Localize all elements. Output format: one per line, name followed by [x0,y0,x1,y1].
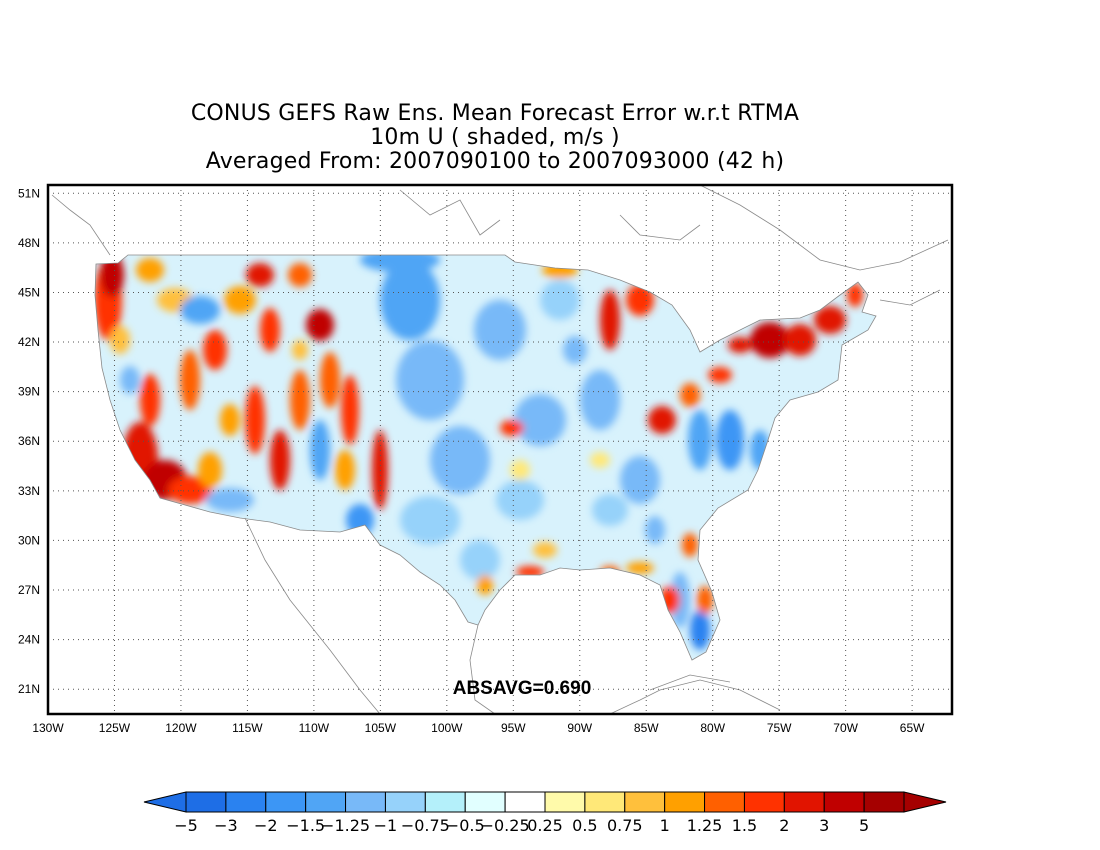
plot-frame [46,183,954,716]
lat-tick-label: 39N [18,385,40,399]
colorbar-label: 0.25 [527,816,563,835]
colorbar-label: −0.75 [401,816,450,835]
colorbar-label: 1 [660,816,670,835]
colorbar-box [743,791,785,813]
lat-tick-label: 51N [18,186,40,200]
colorbar-label: −3 [214,816,238,835]
colorbar-box [624,791,666,813]
lon-tick-label: 95W [501,721,526,735]
lat-tick-label: 42N [18,335,40,349]
lon-tick-label: 115W [232,721,263,735]
lon-tick-label: 65W [900,721,925,735]
lon-tick-label: 75W [767,721,792,735]
absavg-label: ABSAVG=0.690 [453,678,592,699]
colorbar-box [823,791,865,813]
colorbar-label: −1.5 [286,816,325,835]
title-line-2: 10m U ( shaded, m/s ) [370,125,620,150]
colorbar-label: −0.5 [446,816,485,835]
coastlines [51,185,949,714]
colorbar-label: 1.25 [687,816,723,835]
lat-tick-label: 36N [18,434,40,448]
lon-tick-label: 80W [700,721,725,735]
colorbar-box [544,791,586,813]
lon-tick-label: 120W [165,721,197,735]
lon-tick-label: 110W [299,721,330,735]
lat-tick-label: 33N [18,484,40,498]
colorbar-box [185,791,227,813]
colorbar-label: 3 [819,816,829,835]
title-line-1: CONUS GEFS Raw Ens. Mean Forecast Error … [190,101,800,126]
lat-tick-label: 27N [18,583,40,597]
colorbar-label: 5 [859,816,869,835]
colorbar-label: 1.5 [732,816,757,835]
colorbar-box [225,791,267,813]
colorbar-label: −0.25 [481,816,530,835]
lat-tick-label: 21N [18,682,40,696]
colorbar-box [345,791,386,813]
colorbar-label: −1 [374,816,398,835]
lat-axis-labels: 21N 24N 27N 30N 33N 36N 39N 42N 45N 48N 51N [18,186,40,696]
lon-tick-label: 100W [431,721,463,735]
colorbar-box [305,791,347,813]
lat-tick-label: 48N [18,236,40,250]
colorbar-box [863,791,905,813]
lat-tick-label: 30N [18,533,40,547]
gridlines [48,185,952,714]
lon-tick-label: 70W [833,721,858,735]
lon-axis-labels: 130W 125W 120W 115W 110W 105W 100W 95W 90W 85W 80W… [32,721,925,735]
colorbar-box [265,791,307,813]
colorbar-box [464,791,506,813]
colorbar-high-arrow [903,791,947,813]
colorbar-box [704,791,745,813]
colorbar-box [783,791,825,813]
colorbar-box [504,791,546,813]
colorbar-label: 0.75 [607,816,643,835]
title-block: CONUS GEFS Raw Ens. Mean Forecast Error … [0,102,990,174]
lon-tick-label: 125W [99,721,131,735]
lon-tick-label: 130W [32,721,64,735]
colorbar-box [424,791,466,813]
lat-tick-label: 24N [18,633,40,647]
colorbar-label: 2 [779,816,789,835]
title-line-3: Averaged From: 2007090100 to 2007093000 … [205,149,785,174]
colorbar-box [584,791,626,813]
colorbar-box [384,791,426,813]
colorbar-label: 0.5 [572,816,597,835]
colorbar-label: −1.25 [321,816,370,835]
lon-tick-label: 90W [567,721,592,735]
colorbar-label: −2 [254,816,278,835]
colorbar-box [664,791,706,813]
lat-tick-label: 45N [18,285,40,299]
lon-tick-label: 85W [634,721,659,735]
colorbar-label: −5 [174,816,198,835]
colorbar-low-arrow [143,791,187,813]
lon-tick-label: 105W [365,721,397,735]
